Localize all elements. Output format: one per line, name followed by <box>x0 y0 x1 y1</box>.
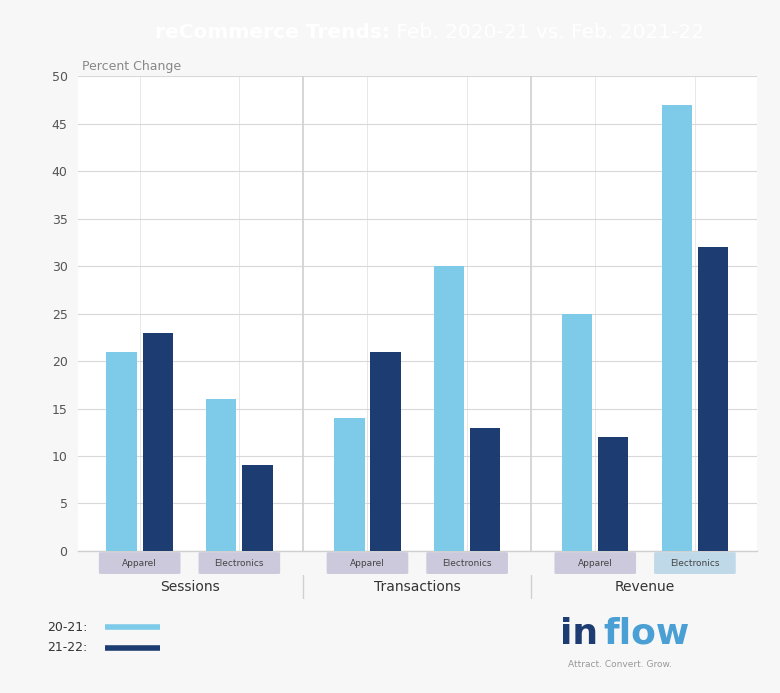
Text: Apparel: Apparel <box>350 559 385 568</box>
Text: Percent Change: Percent Change <box>82 60 181 73</box>
Bar <box>470 428 500 551</box>
FancyBboxPatch shape <box>654 552 736 574</box>
FancyBboxPatch shape <box>199 552 280 574</box>
FancyBboxPatch shape <box>427 552 508 574</box>
FancyBboxPatch shape <box>99 552 180 574</box>
Text: Feb. 2020-21 vs. Feb. 2021-22: Feb. 2020-21 vs. Feb. 2021-22 <box>390 24 704 42</box>
Text: 20-21:: 20-21: <box>47 621 87 633</box>
Text: Sessions: Sessions <box>160 580 219 595</box>
Text: flow: flow <box>604 617 690 651</box>
Bar <box>562 313 592 551</box>
Text: Attract. Convert. Grow.: Attract. Convert. Grow. <box>568 660 672 669</box>
Bar <box>143 333 173 551</box>
Bar <box>107 351 136 551</box>
Bar <box>206 399 236 551</box>
Bar <box>335 418 364 551</box>
Text: in: in <box>560 617 598 651</box>
Text: Electronics: Electronics <box>670 559 720 568</box>
Text: reCommerce Trends:: reCommerce Trends: <box>155 24 390 42</box>
Bar <box>434 266 464 551</box>
Text: Revenue: Revenue <box>615 580 675 595</box>
Bar <box>370 351 401 551</box>
FancyBboxPatch shape <box>555 552 636 574</box>
Bar <box>661 105 692 551</box>
Text: Transactions: Transactions <box>374 580 461 595</box>
Bar <box>698 247 728 551</box>
Text: Electronics: Electronics <box>215 559 264 568</box>
Text: Apparel: Apparel <box>122 559 157 568</box>
Text: 21-22:: 21-22: <box>47 642 87 654</box>
Text: Apparel: Apparel <box>578 559 613 568</box>
Bar <box>598 437 629 551</box>
Bar <box>243 466 272 551</box>
Text: Electronics: Electronics <box>442 559 492 568</box>
FancyBboxPatch shape <box>327 552 408 574</box>
